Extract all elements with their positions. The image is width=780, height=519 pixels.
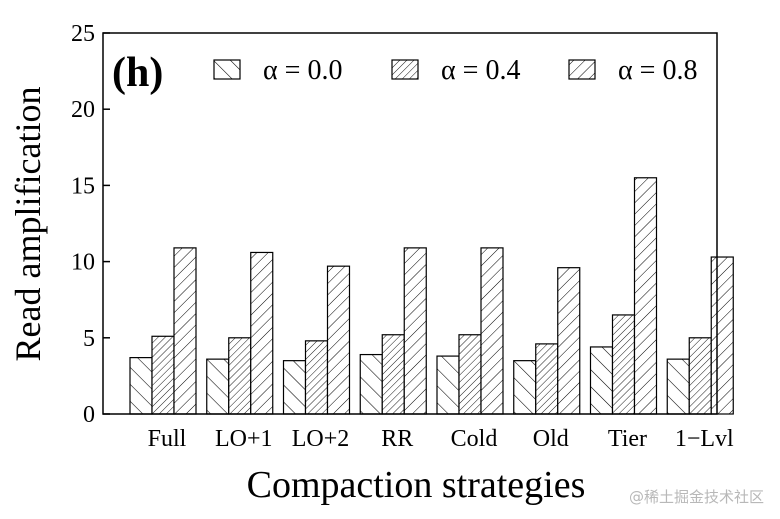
legend-swatch: [391, 59, 419, 80]
bar-1-2: [250, 251, 274, 415]
bar-2-0: [282, 360, 307, 415]
legend: α = 0.0 α = 0.4 α = 0.8: [213, 55, 697, 86]
panel-label: (h): [112, 50, 163, 96]
legend-swatch: [213, 59, 241, 80]
bar-5-0: [513, 360, 537, 415]
y-tick-label: 15: [71, 173, 95, 199]
x-tick-label: Cold: [451, 426, 498, 452]
legend-swatch: [568, 59, 596, 80]
bar-4-1: [458, 334, 482, 415]
bar-5-1: [535, 343, 559, 415]
bar-1-0: [206, 358, 230, 415]
y-axis: 0 5 10 15 20 25: [71, 21, 110, 428]
y-tick-label: 0: [83, 402, 95, 428]
bar-4-0: [436, 355, 460, 415]
bar-3-2: [403, 247, 427, 415]
bar-4-2: [480, 247, 504, 415]
bar-0-1: [151, 335, 175, 415]
x-axis: Full LO+1 LO+2 RR Cold Old Tier 1−Lvl: [148, 426, 734, 452]
x-tick-label: LO+2: [292, 426, 350, 452]
bar-7-2: [710, 256, 734, 415]
y-tick-label: 25: [71, 21, 95, 47]
bar-7-1: [688, 337, 712, 415]
x-tick-label: RR: [381, 426, 413, 452]
bar-1-1: [228, 337, 252, 415]
x-tick-label: Tier: [608, 426, 647, 452]
x-axis-label: Compaction strategies: [247, 464, 586, 506]
x-tick-label: Full: [148, 426, 187, 452]
legend-label: α = 0.4: [441, 55, 520, 86]
bar-0-0: [129, 357, 153, 415]
bar-2-1: [304, 340, 329, 415]
y-tick-label: 10: [71, 250, 95, 276]
x-tick-label: Old: [533, 426, 569, 452]
watermark: @稀土掘金技术社区: [629, 488, 764, 506]
bar-3-0: [359, 353, 383, 415]
bar-2-2: [326, 265, 351, 415]
y-tick-label: 20: [71, 97, 95, 123]
bar-0-2: [173, 247, 197, 415]
bar-7-0: [666, 358, 690, 415]
bar-3-1: [381, 334, 405, 415]
x-tick-label: LO+1: [215, 426, 273, 452]
x-tick-label: 1−Lvl: [675, 426, 734, 452]
legend-label: α = 0.0: [263, 55, 342, 86]
bar-6-2: [633, 177, 658, 415]
y-tick-label: 5: [83, 326, 95, 352]
bar-6-1: [611, 314, 636, 415]
y-axis-label: Read amplification: [8, 87, 48, 362]
bar-6-0: [589, 346, 614, 415]
plot-frame: [102, 32, 718, 415]
legend-label: α = 0.8: [618, 55, 697, 86]
bar-5-2: [557, 267, 581, 415]
bars: [129, 177, 734, 415]
